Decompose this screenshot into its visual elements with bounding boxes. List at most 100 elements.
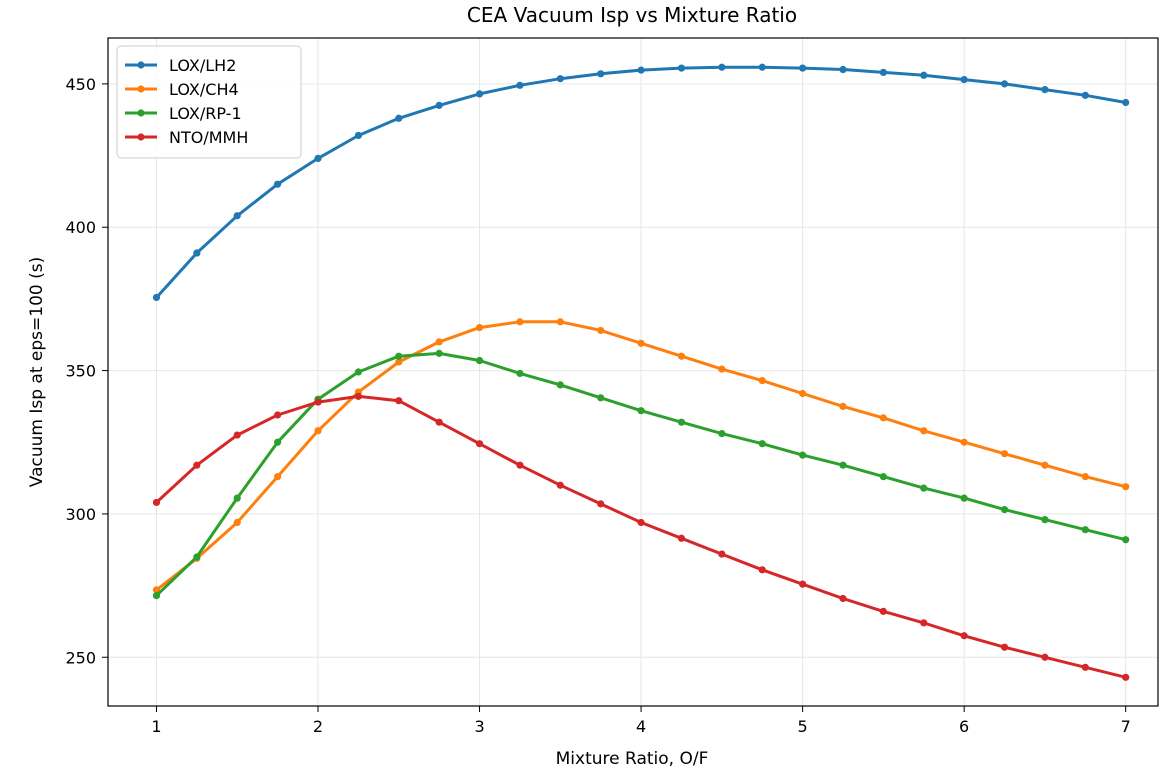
data-point [1081, 526, 1089, 534]
data-point [475, 440, 484, 448]
data-point [435, 338, 443, 346]
data-point [677, 64, 686, 72]
data-point [799, 580, 807, 588]
data-point [879, 607, 887, 615]
data-point [354, 368, 362, 376]
data-point [556, 318, 564, 326]
data-point [193, 461, 201, 469]
data-point [475, 356, 484, 365]
x-tick-label: 6 [959, 717, 969, 736]
data-point [516, 318, 524, 326]
data-point [516, 81, 524, 89]
data-point [274, 473, 282, 481]
x-tick-label: 3 [474, 717, 484, 736]
data-point [839, 594, 847, 603]
legend-label: LOX/LH2 [169, 56, 236, 75]
data-point [1000, 506, 1009, 514]
legend: LOX/LH2 LOX/CH4 LOX/RP-1 NTO/MMH [116, 45, 302, 159]
data-point [152, 586, 161, 594]
data-point [475, 90, 484, 98]
data-point [274, 438, 282, 446]
data-point [879, 473, 887, 481]
legend-swatch-marker [137, 133, 145, 141]
plot-series [152, 63, 1130, 681]
data-point [920, 619, 928, 627]
legend-item: LOX/CH4 [125, 80, 239, 99]
data-point [152, 498, 161, 507]
y-tick-label: 400 [65, 218, 96, 237]
data-point [758, 377, 766, 385]
data-point [233, 212, 241, 220]
y-tick-label: 450 [65, 75, 96, 94]
data-point [516, 461, 524, 469]
data-point [637, 518, 645, 527]
data-point [395, 397, 403, 405]
data-point [718, 365, 726, 373]
data-point [677, 352, 686, 360]
x-tick-label: 5 [798, 717, 808, 736]
data-point [758, 63, 766, 71]
data-point [718, 430, 726, 438]
data-point [597, 326, 605, 335]
data-point [1041, 516, 1049, 524]
legend-swatch-marker [137, 85, 145, 93]
data-point [1122, 673, 1130, 681]
data-point [435, 418, 443, 426]
y-axis-label: Vacuum Isp at eps=100 (s) [27, 257, 47, 487]
data-point [274, 180, 282, 188]
chart-title: CEA Vacuum Isp vs Mixture Ratio [467, 3, 797, 27]
data-point [152, 293, 161, 302]
data-point [1081, 473, 1089, 481]
legend-swatch-marker [137, 109, 145, 117]
data-point [233, 494, 241, 502]
series-nto-mmh [152, 392, 1130, 681]
data-point [879, 68, 887, 77]
legend-item: NTO/MMH [125, 128, 248, 147]
data-point [233, 431, 241, 439]
data-point [758, 440, 766, 448]
data-point [516, 369, 524, 378]
data-point [193, 553, 201, 561]
data-point [637, 407, 645, 415]
x-tick-label: 2 [313, 717, 323, 736]
data-point [960, 632, 968, 640]
data-point [637, 339, 645, 347]
data-point [233, 518, 241, 527]
data-point [1000, 450, 1009, 458]
data-point [395, 114, 403, 122]
legend-box [116, 45, 302, 159]
legend-label: LOX/CH4 [169, 80, 239, 99]
data-point [1122, 98, 1130, 107]
data-point [839, 65, 847, 74]
data-point [556, 481, 564, 489]
x-axis-label: Mixture Ratio, O/F [556, 749, 709, 769]
y-tick-label: 350 [65, 362, 96, 381]
axis-ticks: 1 2 3 4 5 6 7 250 300 350 400 450 [65, 75, 1130, 736]
data-point [597, 394, 605, 402]
data-point [1122, 536, 1130, 544]
data-point [597, 70, 605, 78]
data-point [1000, 80, 1009, 88]
data-point [556, 381, 564, 389]
data-point [1041, 653, 1049, 661]
legend-label: NTO/MMH [169, 128, 248, 147]
data-point [314, 398, 322, 406]
data-point [920, 71, 928, 79]
legend-item: LOX/RP-1 [125, 104, 242, 123]
data-point [556, 75, 564, 83]
data-point [960, 494, 968, 502]
data-point [1081, 663, 1089, 671]
data-point [637, 66, 645, 74]
data-point [799, 389, 807, 398]
y-tick-label: 300 [65, 505, 96, 524]
plot-frame [107, 37, 1159, 707]
data-point [274, 411, 282, 419]
data-point [314, 154, 322, 163]
data-point [718, 550, 726, 558]
data-point [475, 323, 484, 332]
data-point [395, 352, 403, 360]
data-point [839, 402, 847, 411]
data-point [193, 249, 201, 257]
data-point [758, 566, 766, 574]
